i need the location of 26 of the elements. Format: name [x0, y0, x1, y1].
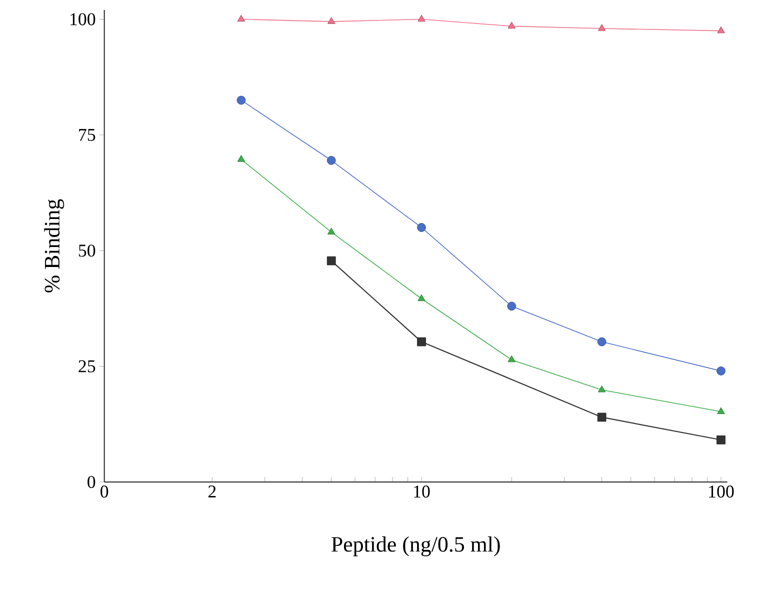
- point: [598, 385, 606, 392]
- x-axis-title: Peptide (ng/0.5 ml): [332, 536, 500, 556]
- x-tick-label: 0: [100, 486, 108, 498]
- y-tick-label: 75: [79, 128, 96, 141]
- y-tick-label: 25: [78, 360, 96, 372]
- point: [237, 14, 246, 22]
- y-axis-title: % Binding: [44, 199, 64, 292]
- point: [326, 156, 336, 165]
- y-tick-label: 50: [78, 244, 96, 257]
- point: [598, 24, 606, 31]
- y-tick-label: 0: [88, 476, 96, 488]
- x-tick-label: 10: [414, 486, 430, 498]
- point: [507, 302, 516, 311]
- point: [508, 355, 516, 362]
- point: [237, 155, 246, 162]
- point: [327, 228, 336, 234]
- x-tick-label: 2: [208, 486, 216, 498]
- point: [418, 294, 426, 302]
- y-tick-label: 100: [70, 13, 96, 26]
- point: [508, 22, 516, 29]
- point: [597, 337, 606, 346]
- point: [327, 17, 336, 24]
- point: [417, 223, 426, 232]
- x-tick-label: 100: [709, 486, 734, 498]
- point: [236, 96, 246, 105]
- point: [418, 14, 426, 22]
